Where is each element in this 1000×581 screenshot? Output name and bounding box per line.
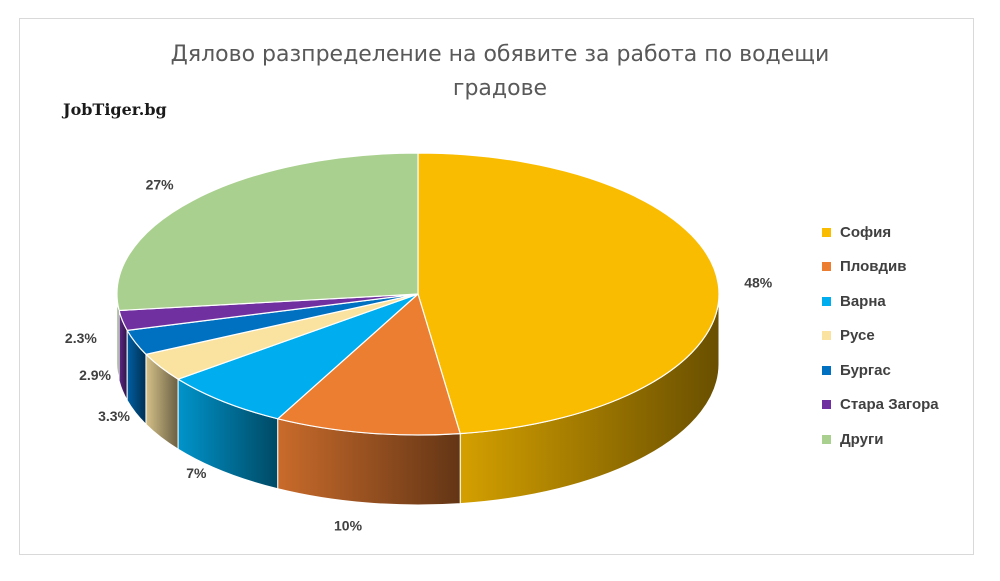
legend-swatch bbox=[822, 400, 831, 410]
legend-swatch bbox=[822, 331, 831, 341]
chart-title-line-2: градове bbox=[452, 76, 548, 101]
data-label-slice-2: 10% bbox=[334, 518, 363, 534]
data-label-slice-6: 2.3% bbox=[65, 330, 97, 346]
brand-logo-text: JobTiger.bg bbox=[63, 100, 167, 119]
legend-swatch bbox=[822, 434, 831, 444]
data-label-slice-1: 48% bbox=[744, 274, 773, 290]
chart-legend: София Пловдив Варна Русе Бургас Стара Загора Д… bbox=[822, 215, 982, 457]
legend-item-slice-2: Пловдив bbox=[822, 250, 982, 285]
data-label-slice-3: 7% bbox=[186, 465, 207, 481]
pie-slice-slice-7 bbox=[116, 152, 419, 312]
legend-swatch bbox=[822, 227, 831, 237]
pie-slice-slice-3 bbox=[177, 293, 419, 420]
legend-item-slice-4: Русе bbox=[822, 319, 982, 354]
data-label-slice-7: 27% bbox=[146, 176, 175, 192]
legend-swatch bbox=[822, 365, 831, 375]
data-label-slice-5: 2.9% bbox=[79, 367, 111, 383]
pie-top bbox=[116, 152, 720, 436]
legend-label: Варна bbox=[840, 292, 886, 310]
chart-title-line-1: Дялово разпределение на обявите за работ… bbox=[170, 42, 830, 67]
data-labels: 48% 10% 7% 3.3% 2.9% 2.3% 27% bbox=[65, 176, 773, 533]
legend-item-slice-1: София bbox=[822, 215, 982, 250]
legend-item-slice-7: Други bbox=[822, 422, 982, 457]
pie-slice-slice-1 bbox=[417, 152, 720, 435]
legend-label: Други bbox=[840, 430, 884, 448]
legend-label: Бургас bbox=[840, 361, 891, 379]
data-label-slice-4: 3.3% bbox=[98, 408, 130, 424]
legend-swatch bbox=[822, 296, 831, 306]
legend-label: Стара Загора bbox=[840, 396, 939, 414]
legend-item-slice-5: Бургас bbox=[822, 353, 982, 388]
pie-sides bbox=[116, 293, 720, 506]
legend-item-slice-3: Варна bbox=[822, 284, 982, 319]
chart-title: Дялово разпределение на обявите за работ… bbox=[0, 38, 1000, 106]
pie-slice-slice-2 bbox=[277, 293, 461, 436]
legend-label: Пловдив bbox=[840, 258, 907, 276]
legend-item-slice-6: Стара Загора bbox=[822, 388, 982, 423]
legend-swatch bbox=[822, 262, 831, 272]
legend-label: София bbox=[840, 223, 892, 241]
legend-label: Русе bbox=[840, 327, 875, 345]
